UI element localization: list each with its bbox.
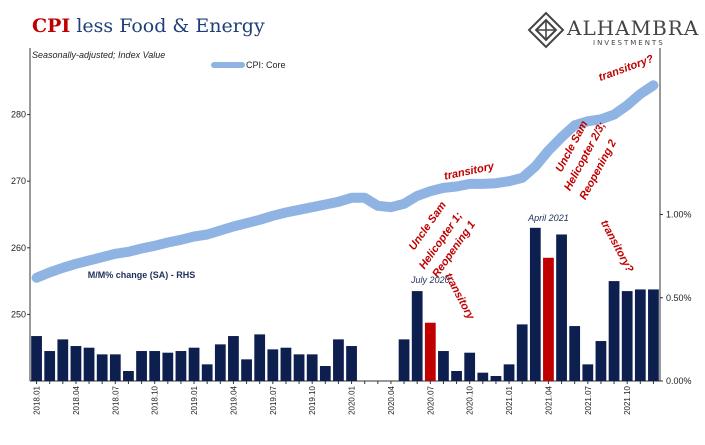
x-tick-label: 2018.07 — [111, 385, 120, 414]
bar-2021.03 — [529, 227, 541, 381]
bar-2021.11 — [634, 289, 646, 381]
bar-2019.01 — [188, 347, 200, 381]
diamond-knot-icon — [527, 11, 565, 49]
right-tick-label: 0.50% — [666, 293, 692, 303]
line-series — [31, 80, 659, 283]
bar-2020.07 — [424, 322, 436, 381]
line-cpi-core — [31, 80, 659, 283]
bar-2019.11 — [319, 366, 331, 381]
bar-2018.12 — [175, 351, 187, 381]
annotation: July 2020 — [410, 275, 450, 285]
bar-2018.01 — [31, 336, 42, 381]
x-tick-label: 2021.07 — [584, 385, 593, 414]
bar-2019.07 — [267, 349, 279, 381]
brand-logo: ALHAMBRA INVESTMENTS — [527, 11, 699, 49]
bar-2018.04 — [70, 346, 82, 381]
bar-2020.12 — [490, 376, 502, 381]
x-tick-label: 2018.10 — [151, 385, 160, 414]
x-tick-label: 2018.01 — [33, 385, 42, 414]
x-tick-label: 2020.04 — [387, 385, 396, 414]
x-tick-label: 2021.10 — [623, 385, 632, 414]
bar-2021.06 — [569, 326, 581, 381]
annotation: April 2021 — [527, 213, 569, 223]
bar-2020.06 — [411, 291, 423, 381]
left-axis-ticks: 250 260 270 280 — [11, 110, 30, 319]
right-tick-label: 1.00% — [666, 210, 692, 220]
bar-2019.12 — [333, 339, 344, 381]
bar-2018.07 — [109, 354, 121, 381]
legend-label-cpi-core: CPI: Core — [246, 60, 286, 70]
bar-2019.03 — [214, 344, 226, 381]
bar-2021.09 — [608, 281, 620, 381]
chart-title-highlight: CPI — [32, 15, 70, 37]
left-tick-label: 280 — [11, 110, 26, 120]
right-axis-ticks: 0.00% 0.50% 1.00% — [660, 210, 692, 386]
bar-2018.02 — [44, 351, 56, 381]
bar-2019.09 — [293, 354, 305, 381]
bar-2021.04 — [543, 257, 554, 381]
x-tick-label: 2019.01 — [190, 385, 199, 414]
bar-2021.07 — [582, 364, 594, 381]
x-tick-label: 2019.04 — [229, 385, 238, 414]
x-tick-label: 2021.04 — [544, 385, 553, 414]
bar-2021.10 — [621, 291, 633, 381]
x-tick-label: 2020.01 — [348, 385, 357, 414]
bar-2020.11 — [477, 372, 489, 381]
chart-annotations: transitory?transitory Uncle SamHelicopter… — [88, 53, 656, 322]
bar-2020.08 — [438, 351, 449, 381]
bar-2018.10 — [149, 351, 161, 381]
bar-series — [31, 227, 659, 381]
chart-title: CPI less Food & Energy — [32, 15, 265, 37]
bar-2021.05 — [556, 234, 567, 381]
chart-title-rest: less Food & Energy — [70, 15, 265, 37]
chart-legend: CPI: Core — [211, 60, 286, 70]
bar-2019.05 — [241, 359, 252, 381]
x-tick-label: 2021.01 — [505, 385, 514, 414]
annotation: transitory? — [598, 218, 636, 275]
brand-logo-word: ALHAMBRA — [566, 16, 699, 40]
bar-2021.01 — [503, 364, 515, 381]
bar-2021.08 — [595, 341, 607, 381]
bar-2020.09 — [451, 371, 462, 381]
annotation: transitory? — [597, 53, 655, 84]
x-tick-label: 2019.10 — [308, 385, 317, 414]
bar-2018.06 — [96, 354, 108, 381]
annotation: M/M% change (SA) - RHS — [88, 270, 196, 280]
x-tick-label: 2020.10 — [466, 385, 475, 414]
left-tick-label: 260 — [11, 243, 26, 253]
bar-2018.09 — [136, 351, 147, 381]
bar-2019.04 — [228, 336, 239, 381]
right-tick-label: 0.00% — [666, 376, 692, 386]
bar-2018.11 — [162, 352, 174, 381]
x-tick-label: 2018.04 — [72, 385, 81, 414]
x-tick-label: 2019.07 — [269, 385, 278, 414]
bar-2019.06 — [254, 334, 266, 381]
bar-2020.10 — [464, 352, 476, 381]
bar-2020.05 — [398, 339, 410, 381]
bar-2021.02 — [516, 324, 528, 381]
x-tick-label: 2020.07 — [426, 385, 435, 414]
bar-2018.03 — [57, 339, 69, 381]
bar-2019.08 — [280, 347, 292, 381]
bar-2019.10 — [306, 354, 318, 381]
bar-2019.02 — [201, 364, 213, 381]
x-axis-ticks: 2018.01 2018.04 2018.07 2018.10 2019.01 2019.… — [33, 381, 654, 415]
chart-subtitle: Seasonally-adjusted; Index Value — [32, 50, 165, 60]
bar-2018.08 — [123, 371, 134, 381]
brand-logo-sub: INVESTMENTS — [593, 39, 665, 47]
left-tick-label: 250 — [11, 309, 26, 319]
left-tick-label: 270 — [11, 176, 26, 186]
bar-2018.05 — [83, 347, 95, 381]
bar-2020.01 — [346, 346, 357, 381]
bar-2021.12 — [648, 289, 659, 381]
